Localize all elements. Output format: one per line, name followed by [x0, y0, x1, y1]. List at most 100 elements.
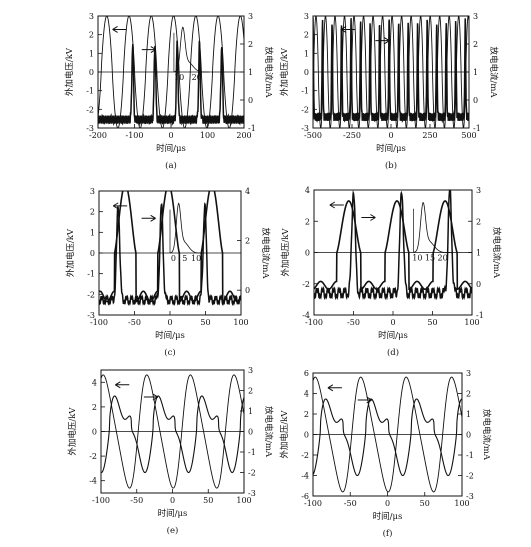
y-right-tick-label: -3 — [466, 492, 474, 501]
left-axis-arrow — [112, 26, 127, 33]
y-right-axis-label: 放电电流/mA — [491, 227, 502, 279]
voltage-series-line — [313, 376, 462, 493]
y-left-tick-label: 0 — [304, 68, 309, 77]
y-right-axis-label: 放电电流/mA — [263, 46, 274, 98]
y-left-tick-label: 0 — [305, 249, 310, 258]
y-left-tick-label: 2 — [89, 31, 94, 40]
y-right-tick-label: -2 — [248, 469, 256, 478]
x-tick-label: -100 — [90, 318, 108, 327]
y-left-tick-label: 0 — [304, 431, 309, 440]
x-axis-label: 时间/μs — [373, 511, 403, 522]
x-tick-label: -100 — [304, 499, 322, 508]
y-right-tick-label: 3 — [466, 369, 471, 378]
y-left-tick-label: 2 — [304, 410, 309, 419]
y-right-tick-label: 1 — [473, 68, 478, 77]
right-axis-arrow — [141, 46, 157, 54]
y-right-tick-label: 3 — [476, 186, 481, 195]
inset-tick-label: 10 — [191, 254, 201, 263]
y-right-tick-label: -3 — [248, 489, 256, 498]
x-tick-label: 100 — [236, 496, 251, 505]
x-tick-label: 200 — [236, 131, 251, 140]
inset-tick-label: 10 — [412, 254, 422, 263]
y-left-tick-label: -1 — [86, 87, 94, 96]
y-right-tick-label: 2 — [476, 217, 481, 226]
chart-panel-5: -100 -50 0 50 100 -4 -2 0 2 4 -3 -2 -1 0 1 2 3 时间/μs 外加电压/… — [67, 366, 274, 536]
inset-tick-label: 20 — [438, 254, 448, 263]
y-left-tick-label: -4 — [89, 477, 97, 486]
voltage-series-line — [101, 374, 244, 489]
inset-tick-label: 20 — [192, 73, 202, 82]
y-right-tick-label: 0 — [245, 286, 250, 295]
y-left-tick-label: 4 — [92, 378, 97, 387]
y-left-tick-label: 2 — [92, 403, 97, 412]
x-tick-label: -200 — [89, 131, 107, 140]
current-series-line — [101, 395, 244, 474]
x-axis-label: 时间/μs — [155, 330, 185, 341]
current-series-line — [313, 17, 469, 124]
current-series-line — [313, 398, 462, 477]
x-tick-label: 0 — [388, 131, 393, 140]
x-tick-label: -50 — [347, 318, 360, 327]
y-right-tick-label: 1 — [248, 407, 253, 416]
y-left-tick-label: -1 — [87, 270, 95, 279]
y-left-tick-label: -2 — [301, 451, 309, 460]
y-right-tick-label: 2 — [473, 40, 478, 49]
y-left-tick-label: -3 — [301, 124, 309, 133]
x-tick-label: 50 — [200, 318, 210, 327]
x-tick-label: 100 — [454, 499, 469, 508]
y-left-tick-label: 1 — [90, 228, 95, 237]
chart-panel-4: -100 -50 0 50 100 -4 -2 0 2 4 -1 0 1 2 3 10 15 20 时间/μs 外加电… — [280, 186, 502, 358]
y-left-tick-label: 0 — [90, 249, 95, 258]
current-series-line — [98, 40, 244, 127]
x-tick-label: 100 — [233, 318, 248, 327]
y-left-tick-label: -2 — [87, 290, 95, 299]
y-left-tick-label: 1 — [89, 49, 94, 58]
right-axis-arrow — [141, 214, 156, 222]
current-series-line — [99, 202, 241, 307]
inset-tick-label: 10 — [174, 73, 184, 82]
y-left-tick-label: 2 — [304, 31, 309, 40]
y-right-tick-label: 2 — [245, 237, 250, 246]
y-left-tick-label: 4 — [304, 390, 309, 399]
panel-caption: (f) — [383, 528, 393, 539]
y-right-tick-label: 1 — [476, 249, 481, 258]
x-tick-label: -100 — [305, 318, 323, 327]
y-left-tick-label: 3 — [304, 12, 309, 21]
y-right-tick-label: -1 — [248, 448, 256, 457]
x-tick-label: 50 — [427, 318, 437, 327]
voltage-series-line — [314, 200, 472, 291]
left-axis-arrow — [327, 384, 342, 392]
chart-panel-1: -200 -100 0 100 200 -3 -2 -1 0 1 2 3 -1 0 1 2 3 10 20 时间/μs… — [64, 12, 274, 171]
y-right-tick-label: 3 — [248, 366, 253, 375]
y-right-tick-label: -1 — [248, 124, 256, 133]
y-left-tick-label: -3 — [86, 124, 94, 133]
x-axis-label: 时间/μs — [378, 330, 408, 341]
y-right-tick-label: 0 — [466, 431, 471, 440]
right-axis-arrow — [375, 37, 390, 45]
x-tick-label: 0 — [390, 318, 395, 327]
panel-caption: (c) — [164, 347, 175, 358]
y-right-tick-label: 2 — [248, 40, 253, 49]
x-axis-label: 时间/μs — [156, 143, 186, 154]
y-left-tick-label: -6 — [301, 492, 309, 501]
x-tick-label: 0 — [167, 318, 172, 327]
y-left-tick-label: -1 — [301, 87, 309, 96]
voltage-series-line — [98, 16, 244, 128]
y-left-tick-label: 3 — [89, 12, 94, 21]
y-right-tick-label: -1 — [473, 124, 481, 133]
x-tick-label: 250 — [422, 131, 437, 140]
y-right-axis-label: 放电电流/mA — [488, 46, 499, 98]
x-tick-label: 100 — [464, 318, 479, 327]
y-left-tick-label: -2 — [301, 105, 309, 114]
y-left-axis-label: 外加电压/kV — [67, 407, 78, 456]
x-tick-label: 500 — [461, 131, 476, 140]
y-right-tick-label: -1 — [466, 451, 474, 460]
right-axis-arrow — [357, 396, 372, 404]
y-right-tick-label: 3 — [248, 12, 253, 21]
y-right-axis-label: 放电电流/mA — [263, 406, 274, 458]
y-left-tick-label: 2 — [90, 208, 95, 217]
y-left-axis-label: 外加电压/kV — [279, 410, 290, 459]
y-left-tick-label: 6 — [304, 369, 309, 378]
inset-pulse-curve — [173, 26, 209, 73]
